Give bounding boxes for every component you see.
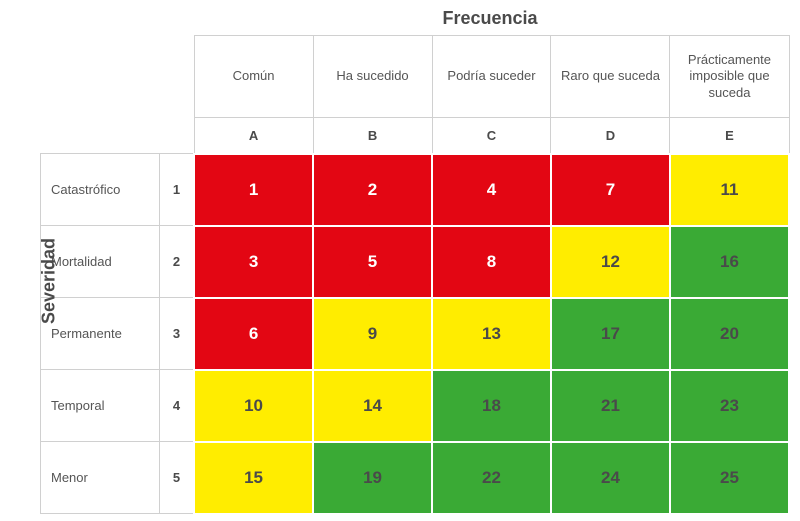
risk-value: 23 [720, 396, 739, 415]
risk-value: 24 [601, 468, 620, 487]
x-axis-title: Frecuencia [40, 8, 790, 29]
risk-value: 8 [487, 252, 496, 271]
risk-value: 9 [368, 324, 377, 343]
y-axis-title: Severidad [39, 238, 60, 324]
risk-value: 6 [249, 324, 258, 343]
risk-value: 10 [244, 396, 263, 415]
risk-matrix: Severidad Frecuencia Común Ha sucedido P… [0, 0, 800, 521]
risk-value: 19 [363, 468, 382, 487]
risk-cell: 10 [194, 370, 313, 442]
risk-value: 7 [606, 180, 615, 199]
risk-cell: 18 [432, 370, 551, 442]
risk-value: 20 [720, 324, 739, 343]
severity-label: Temporal [41, 370, 160, 442]
risk-cell: 7 [551, 154, 670, 226]
risk-cell: 8 [432, 226, 551, 298]
risk-cell: 12 [551, 226, 670, 298]
risk-cell: 16 [670, 226, 789, 298]
severity-code: 2 [159, 226, 194, 298]
corner-spacer [41, 36, 160, 118]
matrix-row: Permanente 3 6 9 13 17 20 [41, 298, 790, 370]
severity-code: 5 [159, 442, 194, 514]
risk-value: 4 [487, 180, 496, 199]
risk-value: 14 [363, 396, 382, 415]
risk-cell: 17 [551, 298, 670, 370]
risk-cell: 1 [194, 154, 313, 226]
risk-value: 16 [720, 252, 739, 271]
risk-value: 2 [368, 180, 377, 199]
frequency-label: Raro que suceda [551, 36, 670, 118]
frequency-code: B [313, 118, 432, 154]
matrix-row: Menor 5 15 19 22 24 25 [41, 442, 790, 514]
risk-value: 5 [368, 252, 377, 271]
corner-spacer [159, 36, 194, 118]
risk-value: 18 [482, 396, 501, 415]
risk-cell: 25 [670, 442, 789, 514]
severity-code: 4 [159, 370, 194, 442]
risk-cell: 24 [551, 442, 670, 514]
risk-cell: 6 [194, 298, 313, 370]
risk-cell: 15 [194, 442, 313, 514]
risk-value: 25 [720, 468, 739, 487]
frequency-label: Ha sucedido [313, 36, 432, 118]
risk-cell: 13 [432, 298, 551, 370]
risk-cell: 9 [313, 298, 432, 370]
risk-cell: 14 [313, 370, 432, 442]
matrix-row: Temporal 4 10 14 18 21 23 [41, 370, 790, 442]
risk-matrix-table: Común Ha sucedido Podría suceder Raro qu… [40, 35, 790, 515]
risk-cell: 22 [432, 442, 551, 514]
matrix-row: Catastrófico 1 1 2 4 7 11 [41, 154, 790, 226]
risk-value: 12 [601, 252, 620, 271]
frequency-code: D [551, 118, 670, 154]
corner-spacer [159, 118, 194, 154]
risk-cell: 2 [313, 154, 432, 226]
risk-value: 21 [601, 396, 620, 415]
risk-cell: 3 [194, 226, 313, 298]
risk-cell: 4 [432, 154, 551, 226]
risk-cell: 11 [670, 154, 789, 226]
frequency-label: Podría suceder [432, 36, 551, 118]
risk-cell: 21 [551, 370, 670, 442]
severity-code: 1 [159, 154, 194, 226]
risk-cell: 23 [670, 370, 789, 442]
risk-value: 17 [601, 324, 620, 343]
risk-value: 11 [720, 180, 738, 199]
risk-value: 1 [249, 180, 258, 199]
frequency-code: E [670, 118, 789, 154]
frequency-code: C [432, 118, 551, 154]
matrix-row: Mortalidad 2 3 5 8 12 16 [41, 226, 790, 298]
frequency-label: Común [194, 36, 313, 118]
risk-value: 15 [244, 468, 263, 487]
risk-value: 13 [482, 324, 501, 343]
severity-label: Catastrófico [41, 154, 160, 226]
frequency-label: Prácticamente imposible que suceda [670, 36, 789, 118]
risk-value: 3 [249, 252, 258, 271]
risk-value: 22 [482, 468, 501, 487]
frequency-label-row: Común Ha sucedido Podría suceder Raro qu… [41, 36, 790, 118]
frequency-code: A [194, 118, 313, 154]
frequency-code-row: A B C D E [41, 118, 790, 154]
severity-code: 3 [159, 298, 194, 370]
corner-spacer [41, 118, 160, 154]
risk-cell: 5 [313, 226, 432, 298]
risk-cell: 19 [313, 442, 432, 514]
severity-label: Menor [41, 442, 160, 514]
risk-cell: 20 [670, 298, 789, 370]
